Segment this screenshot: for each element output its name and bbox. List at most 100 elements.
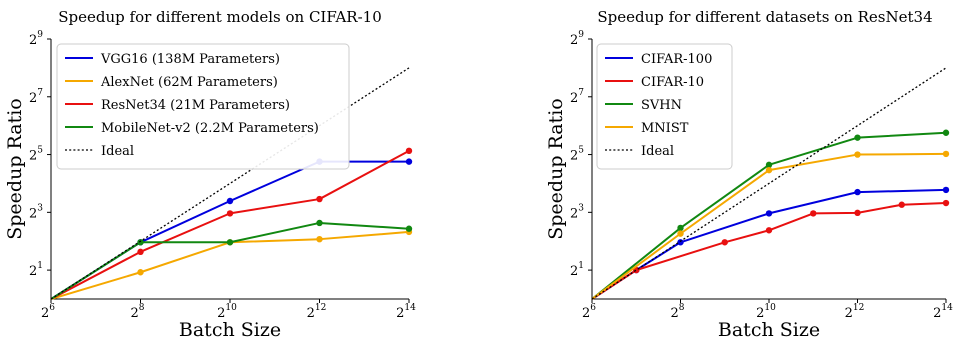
legend-label: ResNet34 (21M Parameters) xyxy=(101,98,290,113)
tick-base: 2 xyxy=(756,306,764,321)
legend-box xyxy=(596,43,733,170)
tick-exponent: 9 xyxy=(37,30,43,40)
tick-exponent: 3 xyxy=(578,203,584,213)
y-tick-label: 23 xyxy=(29,203,43,221)
y-tick-label: 25 xyxy=(570,146,584,164)
tick-exponent: 14 xyxy=(941,303,953,313)
data-point xyxy=(137,248,144,256)
tick-base: 2 xyxy=(29,206,37,221)
data-point xyxy=(765,210,773,217)
legend-label: AlexNet (62M Parameters) xyxy=(100,75,278,90)
tick-base: 2 xyxy=(845,306,853,321)
tick-base: 2 xyxy=(570,206,578,221)
tick-base: 2 xyxy=(307,306,315,321)
data-point xyxy=(226,210,234,217)
tick-exponent: 5 xyxy=(37,146,43,156)
chart-1: Speedup for different models on CIFAR-10… xyxy=(4,8,416,341)
data-point xyxy=(721,239,728,246)
data-point xyxy=(677,230,684,237)
data-point xyxy=(226,197,234,205)
legend-box xyxy=(56,43,350,170)
legend-label: Ideal xyxy=(641,144,674,159)
series-2 xyxy=(592,129,950,300)
legend-label: CIFAR-10 xyxy=(641,75,704,90)
y-tick-label: 23 xyxy=(570,203,584,221)
tick-base: 2 xyxy=(396,306,404,321)
data-point xyxy=(854,151,861,158)
x-tick-label: 212 xyxy=(845,303,865,321)
tick-base: 2 xyxy=(570,264,578,279)
data-point xyxy=(942,150,950,158)
series-line xyxy=(592,67,947,300)
data-point xyxy=(316,219,323,227)
data-point xyxy=(765,166,773,174)
legend-label: MNIST xyxy=(641,121,689,136)
legend: VGG16 (138M Parameters) AlexNet (62M Para… xyxy=(56,43,350,170)
tick-exponent: 3 xyxy=(37,203,43,213)
data-point xyxy=(137,269,144,276)
x-tick-label: 26 xyxy=(41,303,55,321)
x-tick-label: 212 xyxy=(307,303,327,321)
tick-base: 2 xyxy=(41,306,49,321)
legend-label: SVHN xyxy=(641,98,682,113)
y-tick-label: 29 xyxy=(29,30,43,48)
data-point xyxy=(316,195,323,203)
tick-base: 2 xyxy=(29,264,37,279)
series-line xyxy=(592,202,947,300)
y-tick-label: 27 xyxy=(570,88,584,106)
data-point xyxy=(405,158,413,165)
x-tick-label: 26 xyxy=(582,303,596,321)
x-axis-label: Batch Size xyxy=(179,319,281,341)
tick-exponent: 1 xyxy=(578,261,584,271)
data-point xyxy=(226,239,234,246)
data-point xyxy=(677,239,684,246)
data-point xyxy=(942,199,950,207)
tick-base: 2 xyxy=(582,306,590,321)
data-point xyxy=(405,225,413,232)
series-0 xyxy=(592,186,950,300)
data-point xyxy=(765,227,773,234)
tick-exponent: 5 xyxy=(578,146,584,156)
tick-exponent: 8 xyxy=(139,303,145,313)
tick-exponent: 9 xyxy=(578,30,584,40)
data-point xyxy=(942,186,950,194)
data-point xyxy=(765,161,773,169)
legend-label: VGG16 (138M Parameters) xyxy=(100,52,280,67)
data-point xyxy=(898,201,905,208)
tick-exponent: 10 xyxy=(225,303,237,313)
tick-base: 2 xyxy=(29,149,37,164)
y-tick-label: 21 xyxy=(29,261,43,279)
y-axis-label: Speedup Ratio xyxy=(545,98,567,240)
series-2 xyxy=(51,147,413,300)
data-point xyxy=(405,147,413,155)
data-point xyxy=(137,239,144,246)
tick-exponent: 7 xyxy=(578,88,584,98)
x-tick-label: 214 xyxy=(933,303,953,321)
tick-exponent: 10 xyxy=(764,303,776,313)
legend: CIFAR-100 CIFAR-10 SVHN MNIST Ideal xyxy=(596,43,733,170)
tick-base: 2 xyxy=(570,149,578,164)
data-point xyxy=(854,188,861,196)
series-3 xyxy=(592,150,950,300)
tick-base: 2 xyxy=(217,306,225,321)
tick-exponent: 12 xyxy=(315,303,326,313)
x-tick-label: 214 xyxy=(396,303,416,321)
legend-label: MobileNet-v2 (2.2M Parameters) xyxy=(101,121,319,136)
tick-exponent: 12 xyxy=(853,303,864,313)
y-tick-label: 25 xyxy=(29,146,43,164)
tick-exponent: 1 xyxy=(37,261,43,271)
data-point xyxy=(810,210,817,217)
tick-base: 2 xyxy=(130,306,138,321)
x-axis-label: Batch Size xyxy=(718,319,820,341)
x-tick-label: 28 xyxy=(130,303,144,321)
series-line xyxy=(51,221,410,300)
tick-base: 2 xyxy=(670,306,678,321)
data-point xyxy=(854,209,861,217)
tick-base: 2 xyxy=(29,91,37,106)
data-point xyxy=(854,134,861,141)
tick-base: 2 xyxy=(570,91,578,106)
y-tick-label: 29 xyxy=(570,30,584,48)
chart-title: Speedup for different datasets on ResNet… xyxy=(597,8,932,26)
chart-title: Speedup for different models on CIFAR-10 xyxy=(58,8,381,26)
